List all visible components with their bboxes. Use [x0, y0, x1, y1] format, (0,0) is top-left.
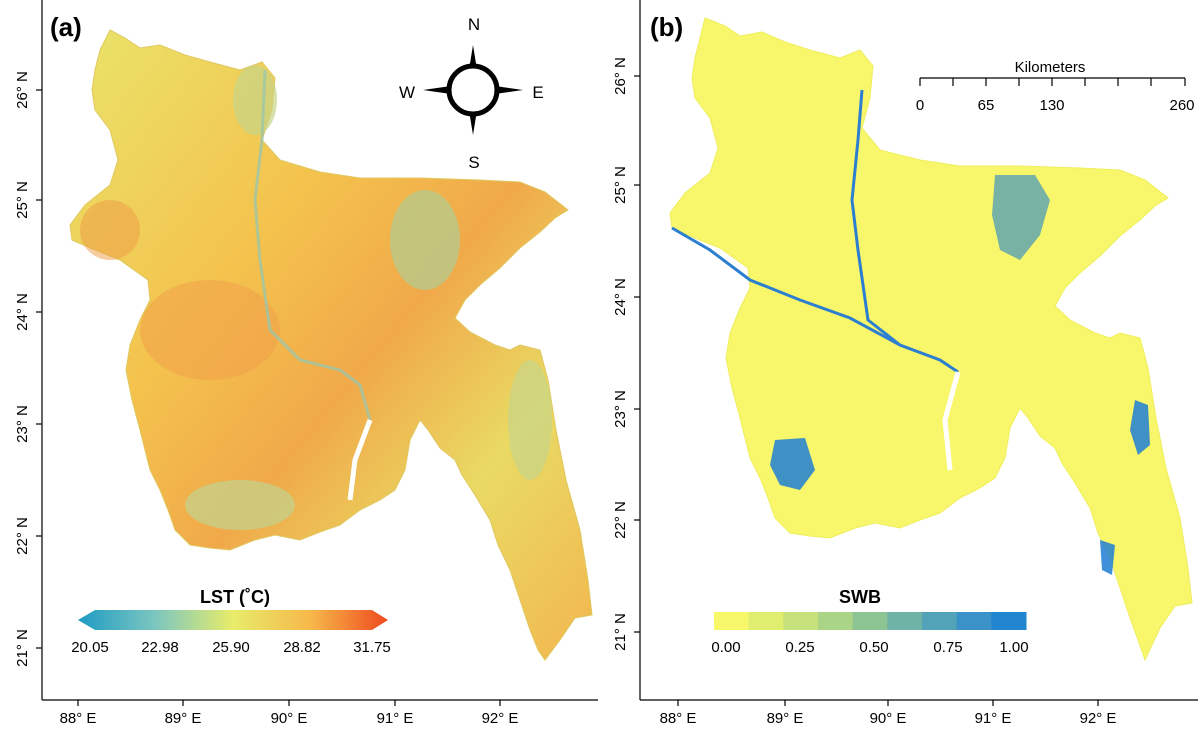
lat-tick-label: 24° N — [612, 278, 629, 316]
lat-tick-label: 25° N — [612, 166, 629, 204]
lon-tick-label: 91° E — [377, 710, 414, 727]
legend-tick: 0.75 — [933, 639, 962, 656]
legend-cell — [818, 612, 854, 630]
cool-patch — [185, 480, 295, 530]
cool-patch — [508, 360, 552, 480]
legend-title: SWB — [839, 587, 881, 607]
legend-cell — [748, 612, 784, 630]
river-water — [850, 89, 959, 374]
lat-tick-label: 21° N — [612, 613, 629, 651]
scalebar-title: Kilometers — [1015, 59, 1086, 76]
scale-bar — [919, 77, 1186, 86]
lon-tick-label: 89° E — [165, 710, 202, 727]
legend-title: LST (˚C) — [200, 587, 270, 607]
legend-cell — [714, 612, 750, 630]
cool-patch — [233, 65, 277, 135]
legend-tick: 1.00 — [999, 639, 1028, 656]
lon-tick-label: 89° E — [767, 710, 804, 727]
legend-colorbar — [714, 612, 1027, 630]
legend-colorbar — [78, 610, 388, 630]
lat-tick-label: 26° N — [612, 57, 629, 95]
scalebar-value: 260 — [1169, 97, 1194, 114]
swb-map-panel: (b) — [600, 0, 1200, 732]
wetland-water — [1130, 400, 1150, 455]
legend-tick: 20.05 — [71, 639, 109, 656]
legend-tick: 0.25 — [785, 639, 814, 656]
bangladesh-swb-shape — [669, 17, 1193, 662]
wetland-water — [992, 175, 1050, 260]
lat-tick-label: 22° N — [612, 501, 629, 539]
panel-label: (a) — [50, 12, 82, 42]
river-water — [671, 226, 901, 347]
lat-tick-label: 22° N — [14, 517, 31, 555]
compass-rose-icon — [423, 45, 523, 135]
scalebar-value: 130 — [1039, 97, 1064, 114]
lst-map-panel: (a) — [14, 0, 598, 727]
wetland-water — [1100, 540, 1115, 575]
legend-tick: 31.75 — [353, 639, 391, 656]
lat-tick-label: 23° N — [612, 390, 629, 428]
scalebar-value: 0 — [916, 97, 924, 114]
lat-tick-label: 23° N — [14, 405, 31, 443]
compass-w-label: W — [399, 83, 415, 102]
legend-tick: 28.82 — [283, 639, 321, 656]
legend-cell — [783, 612, 819, 630]
swb-map-svg: Kilometers 0 65 130 260 SWB 0.00 0.25 0.… — [612, 0, 1198, 727]
river — [253, 69, 372, 421]
legend-cell — [956, 612, 992, 630]
lon-tick-label: 88° E — [660, 710, 697, 727]
lon-tick-label: 92° E — [1080, 710, 1117, 727]
lat-tick-label: 26° N — [14, 71, 31, 109]
legend-cell — [922, 612, 958, 630]
lat-tick-label: 24° N — [14, 293, 31, 331]
lat-tick-label: 21° N — [14, 629, 31, 667]
compass-n-label: N — [468, 15, 480, 34]
warm-patch — [80, 200, 140, 260]
cool-patch — [390, 190, 460, 290]
legend-cell — [887, 612, 923, 630]
legend-cell — [991, 612, 1027, 630]
compass-e-label: E — [532, 83, 543, 102]
legend-tick: 25.90 — [212, 639, 250, 656]
lon-tick-label: 90° E — [271, 710, 308, 727]
lon-tick-label: 90° E — [870, 710, 907, 727]
legend-tick: 0.00 — [711, 639, 740, 656]
legend-tick: 22.98 — [141, 639, 179, 656]
scalebar-value: 65 — [978, 97, 995, 114]
legend-cell — [852, 612, 888, 630]
estuary — [942, 371, 961, 471]
estuary — [347, 419, 373, 501]
compass-s-label: S — [468, 153, 479, 172]
panel-label: (b) — [650, 12, 684, 42]
wetland-water — [770, 438, 815, 490]
legend-tick: 0.50 — [859, 639, 888, 656]
warm-patch — [140, 280, 280, 380]
lon-tick-label: 92° E — [482, 710, 519, 727]
lat-tick-label: 25° N — [14, 181, 31, 219]
lon-tick-label: 91° E — [975, 710, 1012, 727]
lst-map-svg: N S E W LST (˚C) 20.05 22.98 25.90 28.82… — [14, 0, 598, 727]
lon-tick-label: 88° E — [60, 710, 97, 727]
